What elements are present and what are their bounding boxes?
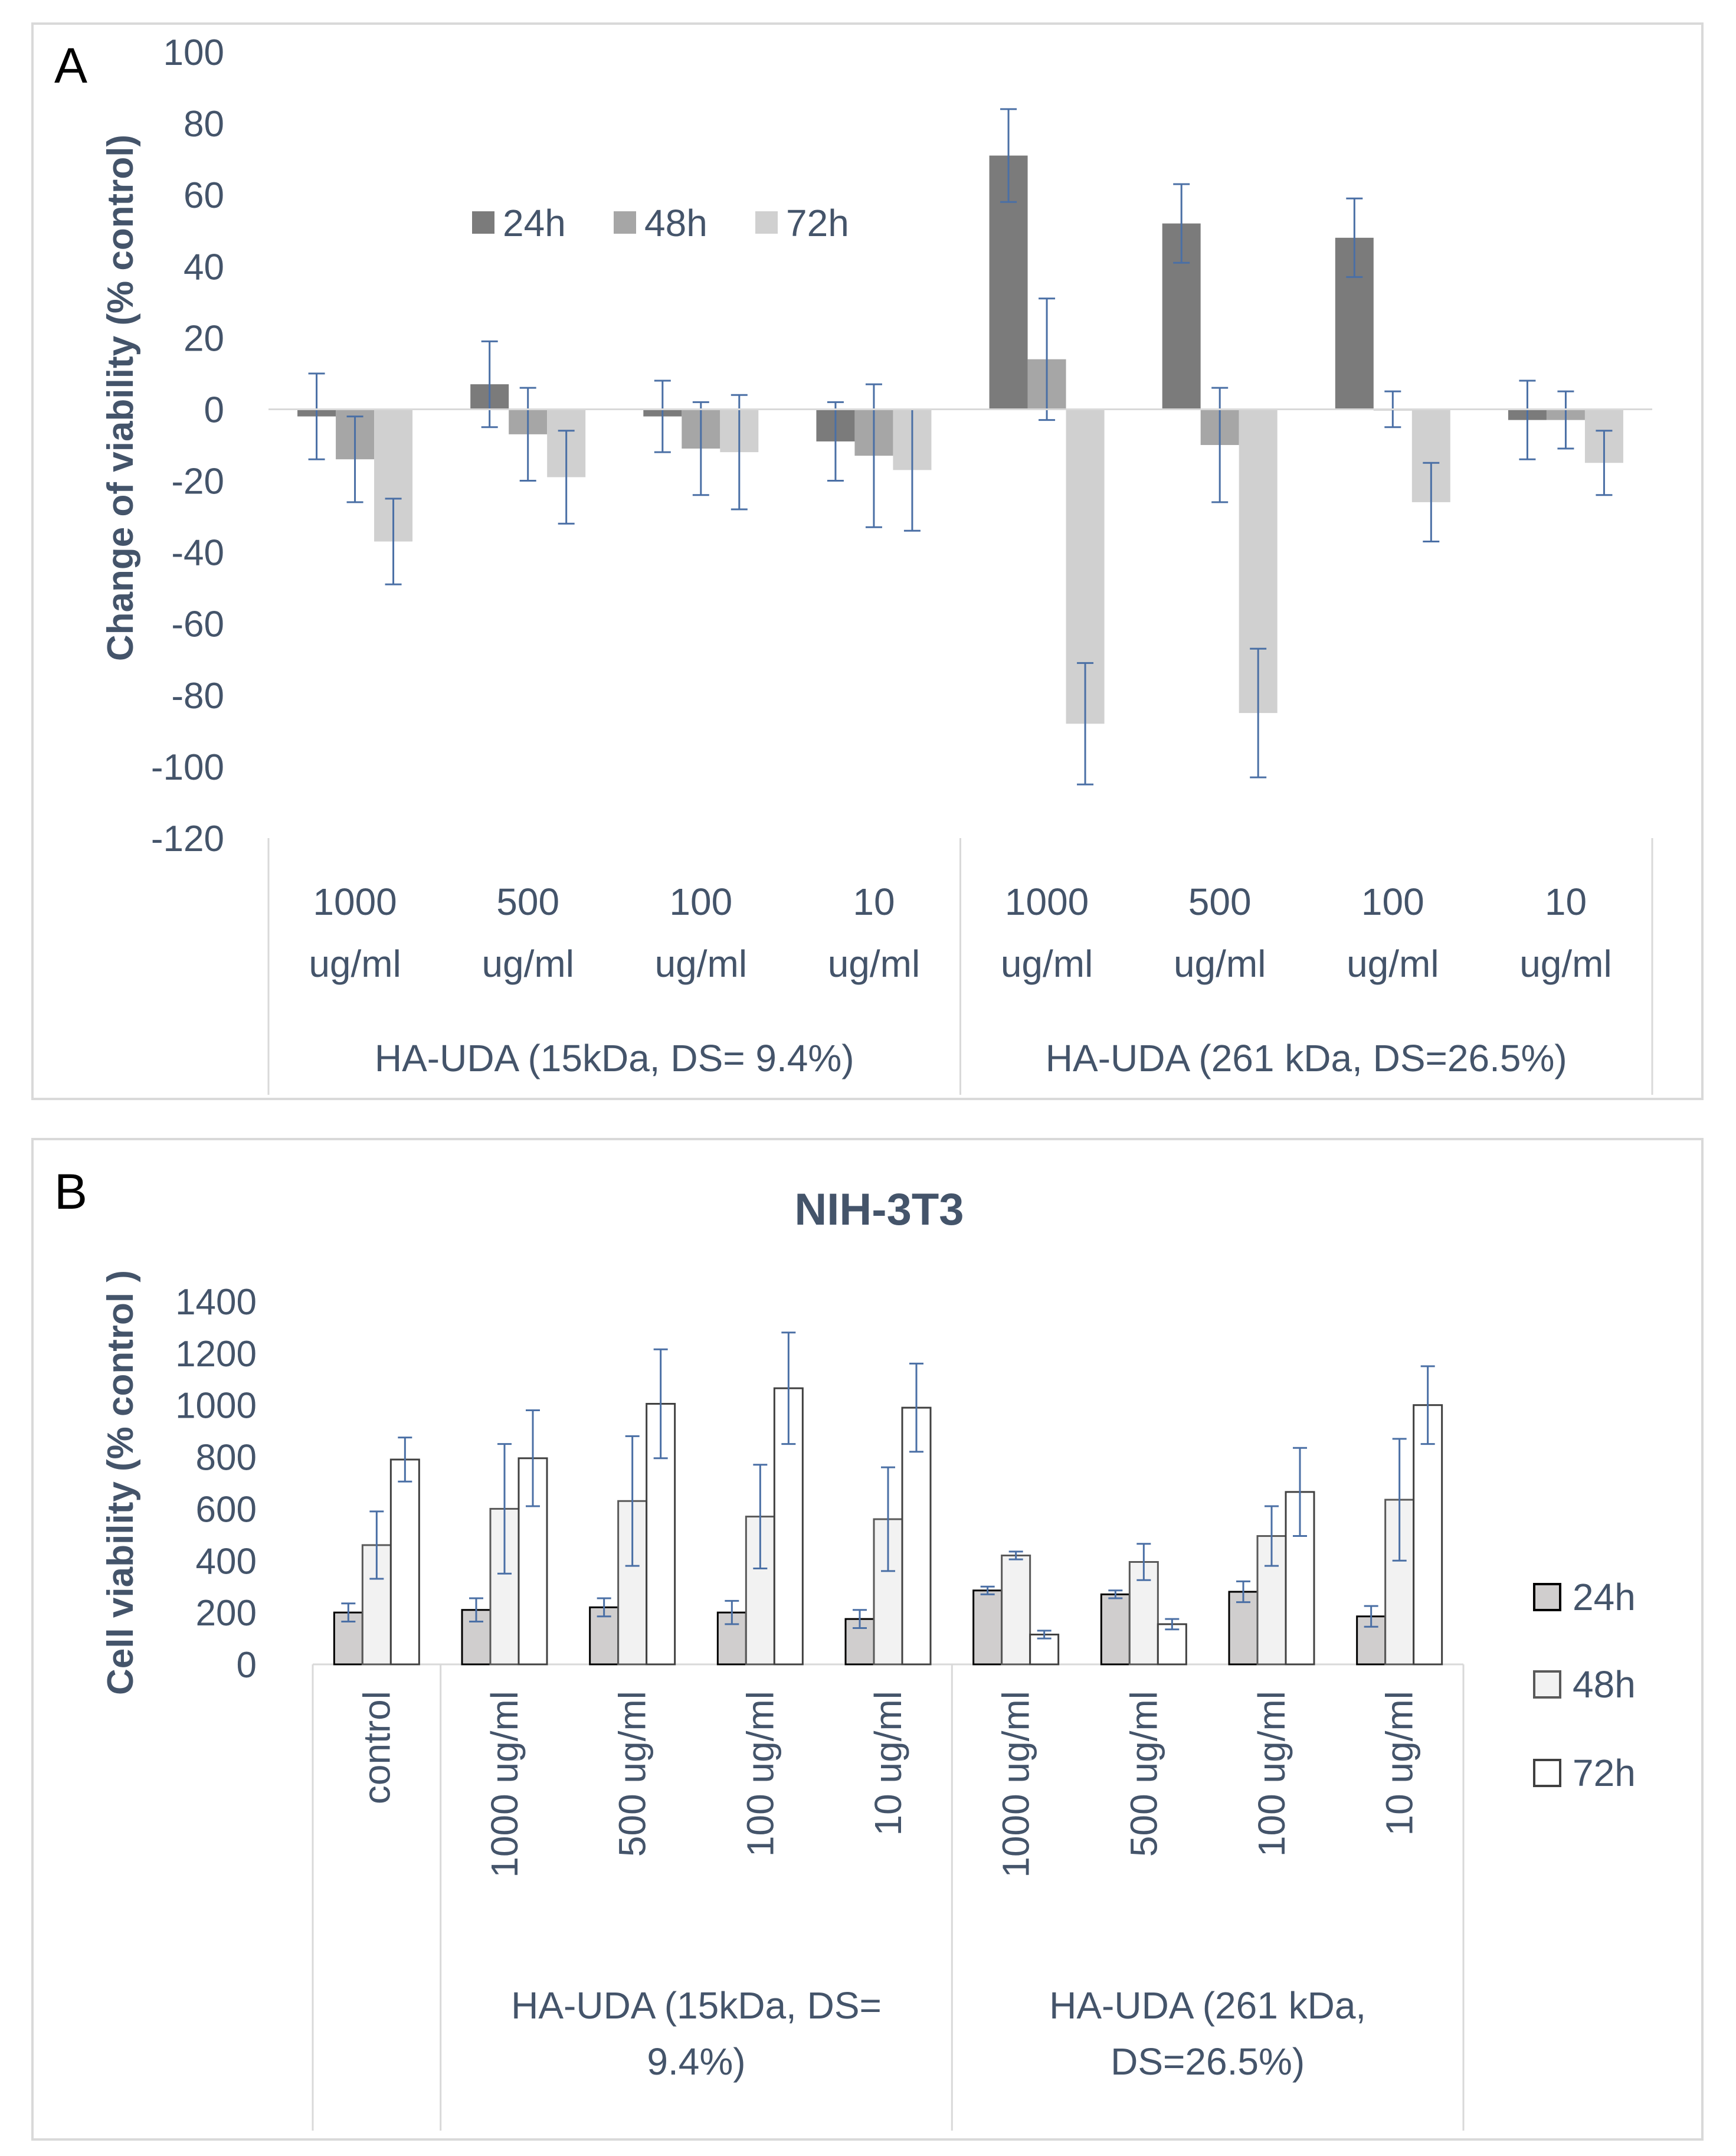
b-legend-label-48h: 48h bbox=[1573, 1663, 1636, 1706]
a-ytick-label: -20 bbox=[171, 462, 224, 502]
b-ytick-label: 1000 bbox=[175, 1386, 257, 1427]
b-y-axis-title: Cell viability (% control ) bbox=[100, 1270, 141, 1695]
a-category-label-line2: ug/ml bbox=[1519, 943, 1612, 985]
a-category-label-line2: ug/ml bbox=[309, 943, 401, 985]
b-category-label: control bbox=[355, 1691, 398, 1804]
a-group-label: HA-UDA (15kDa, DS= 9.4%) bbox=[375, 1037, 854, 1079]
a-category-label-line2: ug/ml bbox=[1001, 943, 1093, 985]
b-category-label: 1000 ug/ml bbox=[995, 1691, 1037, 1878]
panel-a-letter: A bbox=[54, 38, 87, 93]
b-legend-swatch-24h bbox=[1533, 1583, 1561, 1611]
a-ytick-label: 40 bbox=[184, 247, 224, 287]
b-legend-swatch-72h bbox=[1533, 1759, 1561, 1787]
a-legend-label-24h: 24h bbox=[503, 202, 566, 244]
b-ytick-label: 400 bbox=[196, 1541, 257, 1582]
a-ytick-label: 20 bbox=[184, 318, 224, 359]
b-category-label: 10 ug/ml bbox=[1378, 1691, 1421, 1836]
a-ytick-label: 0 bbox=[204, 390, 224, 430]
a-ytick-label: -80 bbox=[171, 676, 224, 717]
a-ytick-label: 80 bbox=[184, 104, 224, 145]
b-category-label: 100 ug/ml bbox=[1250, 1691, 1293, 1857]
b-ytick-label: 1200 bbox=[175, 1334, 257, 1375]
a-category-label-line1: 10 bbox=[853, 881, 895, 923]
b-ytick-label: 600 bbox=[196, 1489, 257, 1530]
b-group-label-line2: DS=26.5%) bbox=[1111, 2040, 1305, 2083]
a-ytick-label: -60 bbox=[171, 604, 224, 645]
a-legend-label-72h: 72h bbox=[786, 202, 849, 244]
b-bar-72h bbox=[389, 1458, 420, 1666]
a-ytick-label: 60 bbox=[184, 175, 224, 216]
b-group-label-line1: HA-UDA (15kDa, DS= bbox=[511, 1984, 882, 2027]
b-bar-24h bbox=[1100, 1593, 1131, 1666]
b-category-label: 100 ug/ml bbox=[739, 1691, 781, 1857]
a-ytick-label: -100 bbox=[151, 747, 224, 788]
a-category-label-line1: 500 bbox=[1188, 881, 1252, 923]
b-bar-72h bbox=[1157, 1623, 1187, 1666]
b-group-label-line2: 9.4%) bbox=[647, 2040, 745, 2083]
a-category-label-line1: 100 bbox=[669, 881, 732, 923]
a-category-label-line1: 10 bbox=[1545, 881, 1587, 923]
b-category-label: 1000 ug/ml bbox=[483, 1691, 526, 1878]
panel-a-frame bbox=[31, 22, 1704, 1100]
b-category-label: 10 ug/ml bbox=[867, 1691, 909, 1836]
a-legend-swatch-72h bbox=[755, 211, 778, 234]
a-category-label-line2: ug/ml bbox=[828, 943, 921, 985]
a-legend-label-48h: 48h bbox=[644, 202, 707, 244]
b-category-label: 500 ug/ml bbox=[611, 1691, 654, 1857]
b-ytick-label: 200 bbox=[196, 1593, 257, 1634]
a-group-label: HA-UDA (261 kDa, DS=26.5%) bbox=[1046, 1037, 1567, 1079]
a-category-label-line2: ug/ml bbox=[1347, 943, 1439, 985]
a-category-label-line2: ug/ml bbox=[655, 943, 748, 985]
b-ytick-label: 0 bbox=[237, 1645, 257, 1686]
chart-b: NIH-3T3 1400 1200 1000 800 600 400 200 0 Cell via… bbox=[100, 1185, 1636, 2131]
a-category-label-line2: ug/ml bbox=[482, 943, 574, 985]
b-category-label: 500 ug/ml bbox=[1122, 1691, 1165, 1857]
a-category-label-line1: 100 bbox=[1361, 881, 1424, 923]
a-legend-swatch-24h bbox=[472, 211, 494, 234]
b-ytick-label: 800 bbox=[196, 1438, 257, 1478]
a-category-label-line2: ug/ml bbox=[1174, 943, 1266, 985]
b-legend-swatch-48h bbox=[1533, 1670, 1561, 1699]
a-ytick-label: -120 bbox=[151, 819, 224, 859]
b-group-label-line1: HA-UDA (261 kDa, bbox=[1049, 1984, 1366, 2027]
a-category-label-line1: 1000 bbox=[313, 881, 397, 923]
chart-a: 100 80 60 40 20 0 -20 -40 -60 -80 -100 -120 Change o… bbox=[100, 32, 1653, 1095]
b-bar-72h bbox=[1029, 1633, 1060, 1666]
b-bar-24h bbox=[972, 1589, 1003, 1666]
a-y-axis-title: Change of viability (% control) bbox=[100, 135, 141, 661]
b-bar-72h bbox=[1413, 1404, 1443, 1666]
a-category-label-line1: 1000 bbox=[1005, 881, 1089, 923]
b-bar-48h bbox=[1001, 1555, 1031, 1666]
b-chart-title: NIH-3T3 bbox=[794, 1185, 964, 1235]
b-legend-label-24h: 24h bbox=[1573, 1576, 1636, 1618]
a-ytick-label: -40 bbox=[171, 533, 224, 574]
b-legend-label-72h: 72h bbox=[1573, 1752, 1636, 1794]
a-category-label-line1: 500 bbox=[496, 881, 559, 923]
b-ytick-label: 1400 bbox=[175, 1282, 257, 1323]
a-legend-swatch-48h bbox=[614, 211, 636, 234]
panel-b-letter: B bbox=[54, 1164, 87, 1219]
a-ytick-label: 100 bbox=[163, 32, 224, 73]
